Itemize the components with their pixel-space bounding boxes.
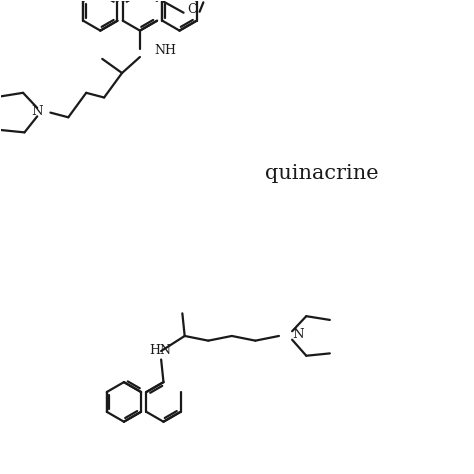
Text: HN: HN — [149, 344, 171, 356]
Text: N: N — [31, 105, 43, 118]
Text: N: N — [292, 328, 304, 341]
Text: NH: NH — [154, 45, 176, 57]
Text: quinacrine: quinacrine — [265, 164, 379, 183]
Text: O: O — [187, 3, 197, 17]
